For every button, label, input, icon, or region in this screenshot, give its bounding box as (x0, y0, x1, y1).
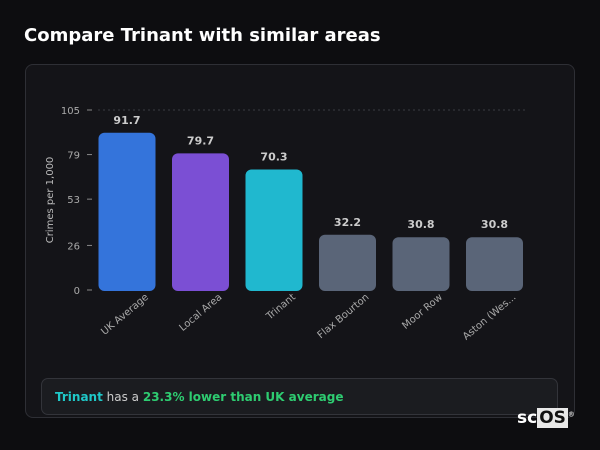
bar-trinant (245, 169, 303, 291)
y-tick-label: 0 (74, 286, 80, 297)
bar-aston-wes- (466, 237, 523, 291)
x-tick-label: Aston (Wes... (461, 292, 518, 343)
value-label: 30.8 (407, 218, 434, 231)
value-label: 79.7 (187, 134, 214, 147)
bar-uk-average (98, 132, 156, 291)
x-tick-label: Flax Bourton (316, 292, 372, 341)
value-label: 30.8 (481, 218, 508, 231)
summary-box: Trinant has a 23.3% lower than UK averag… (41, 378, 558, 415)
y-tick-label: 53 (67, 195, 80, 206)
x-tick-label: Local Area (177, 292, 224, 334)
y-tick-label: 105 (61, 106, 80, 117)
y-tick-label: 26 (67, 241, 80, 252)
x-tick-label: UK Average (99, 292, 151, 338)
y-tick-label: 79 (67, 151, 80, 162)
page-title: Compare Trinant with similar areas (24, 25, 381, 46)
value-label: 32.2 (334, 216, 361, 229)
logo: sc OS ® (517, 408, 575, 428)
summary-area: Trinant (55, 390, 103, 404)
summary-highlight: 23.3% lower than UK average (142, 390, 344, 404)
value-label: 70.3 (260, 150, 287, 163)
value-label: 91.7 (113, 114, 140, 127)
x-tick-label: Moor Row (400, 292, 445, 332)
bar-moor-row (392, 237, 450, 291)
bar-local-area (172, 153, 229, 291)
bar-flax-bourton (319, 234, 376, 291)
summary-text: has a (102, 390, 143, 404)
y-axis-label: Crimes per 1,000 (45, 157, 56, 244)
x-tick-label: Trinant (264, 292, 298, 323)
